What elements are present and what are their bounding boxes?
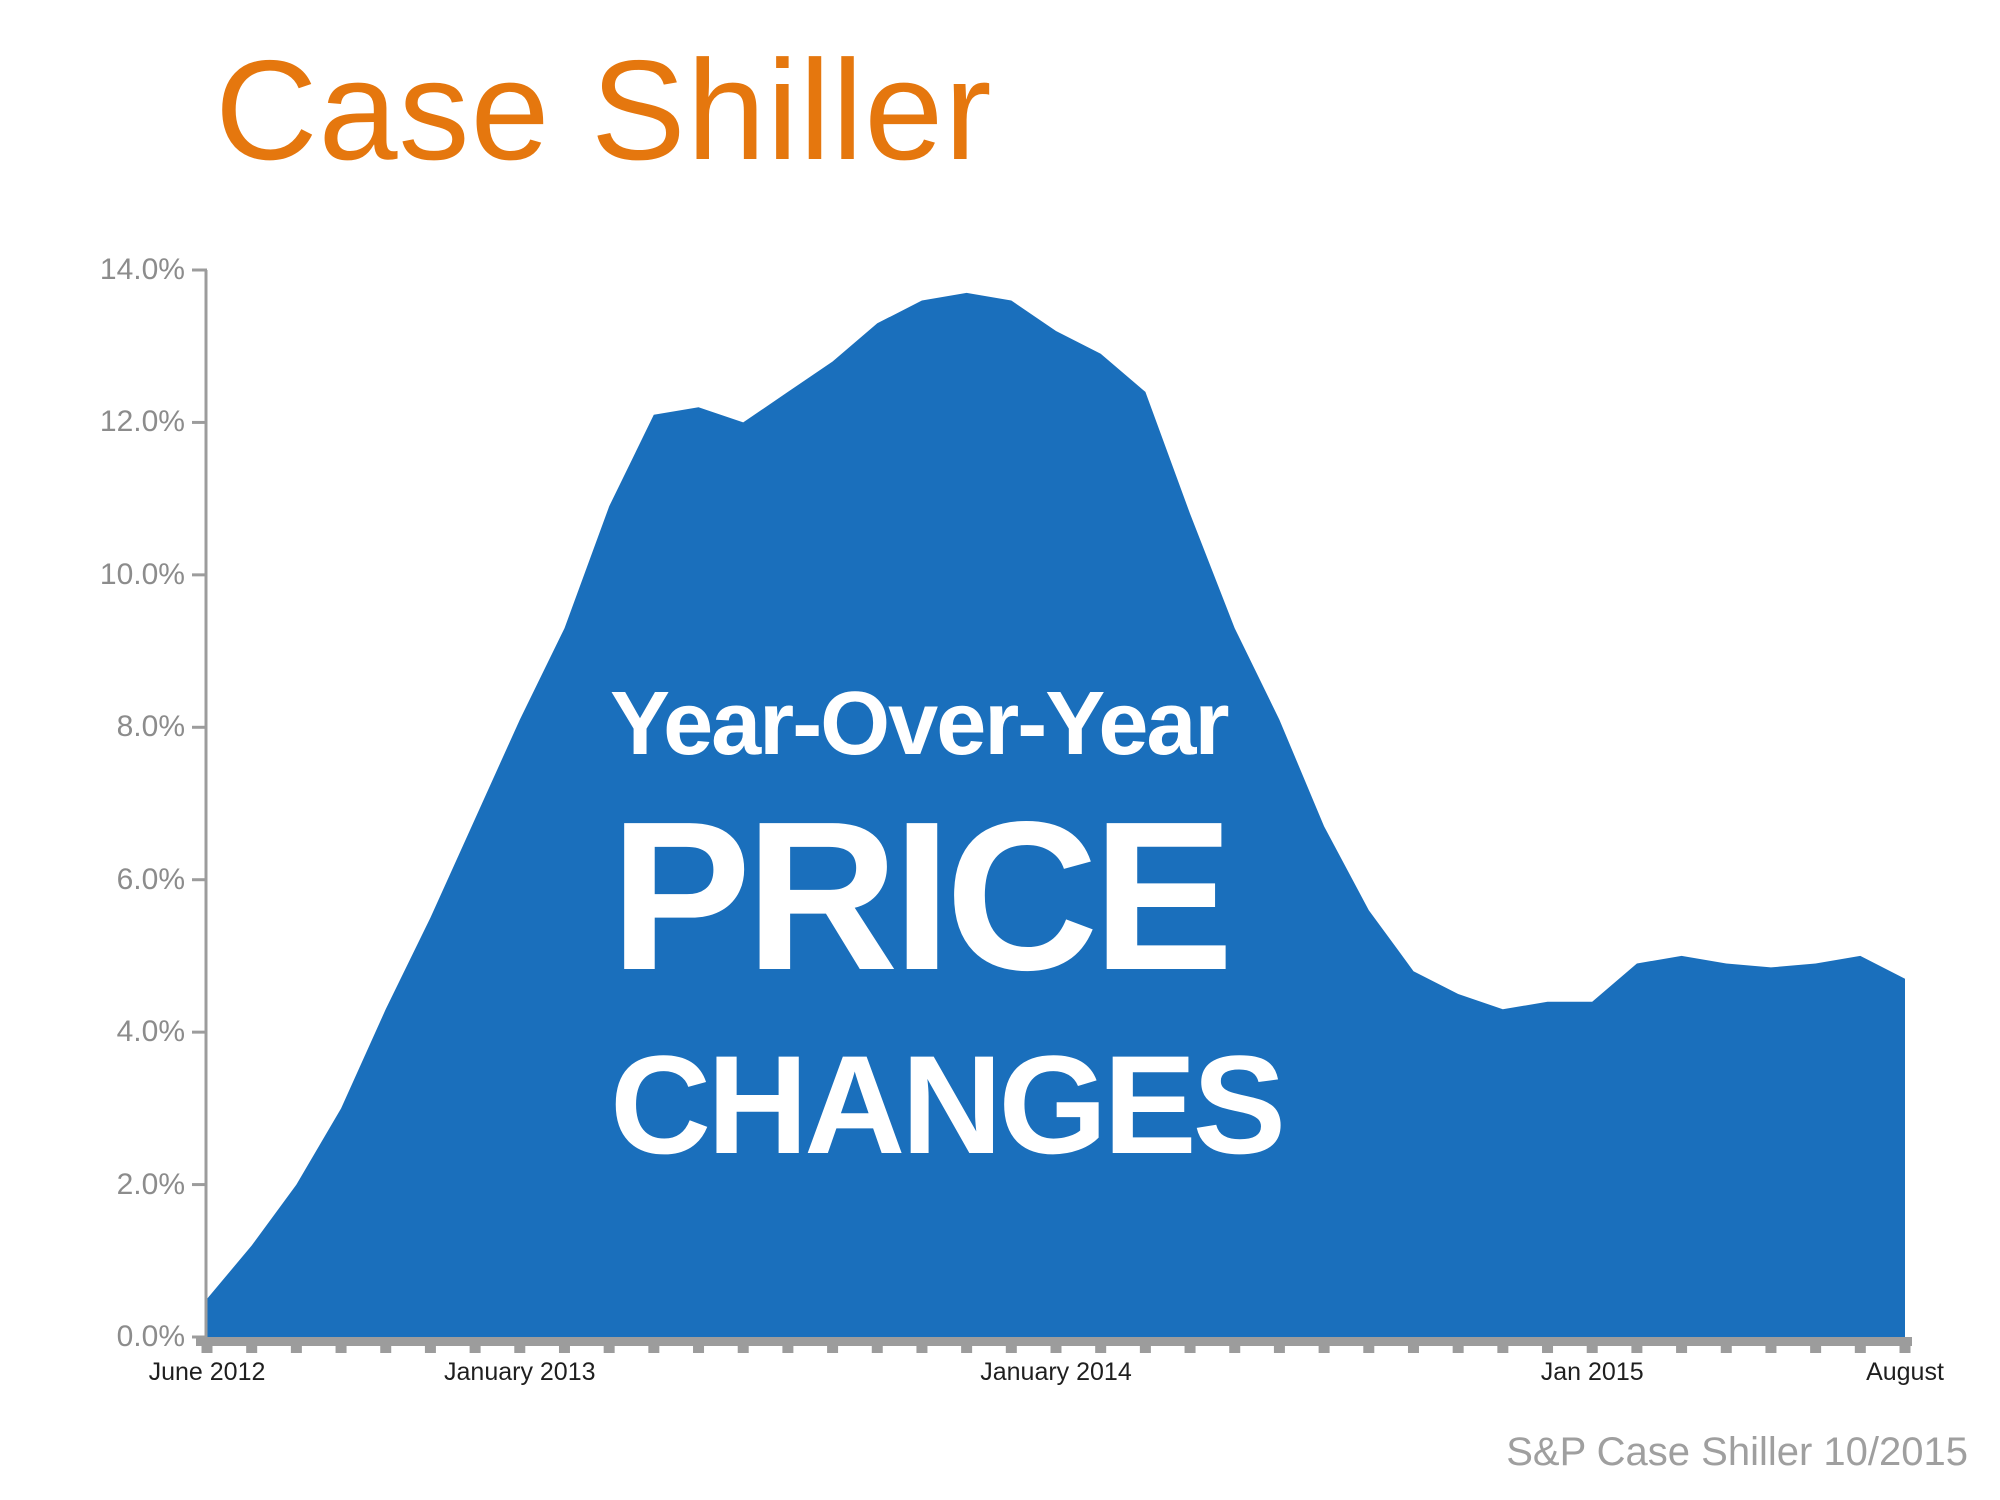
x-tick-mark <box>335 1346 347 1353</box>
y-tick-mark <box>192 420 207 424</box>
y-tick-mark <box>192 878 207 882</box>
x-tick-mark <box>424 1346 436 1353</box>
overlay-caption-line2: PRICE <box>610 777 1234 1014</box>
x-tick-mark <box>1363 1346 1375 1353</box>
x-tick-mark <box>1720 1346 1732 1353</box>
y-tick-mark <box>192 1030 207 1034</box>
x-tick-mark <box>380 1346 392 1353</box>
x-tick-mark <box>1586 1346 1598 1353</box>
x-tick-mark <box>1095 1346 1107 1353</box>
y-tick-mark <box>192 1183 207 1187</box>
x-tick-mark <box>1229 1346 1241 1353</box>
y-tick-mark <box>192 268 207 272</box>
x-tick-mark <box>1854 1346 1866 1353</box>
x-tick-mark <box>916 1346 928 1353</box>
x-tick-label: January 2013 <box>444 1358 596 1386</box>
x-tick-mark <box>246 1346 258 1353</box>
x-tick-mark <box>603 1346 615 1353</box>
x-tick-label: Jan 2015 <box>1540 1358 1644 1386</box>
x-axis-line <box>196 1337 1912 1346</box>
x-tick-mark <box>871 1346 883 1353</box>
y-tick-label: 6.0% <box>116 862 185 896</box>
x-tick-mark <box>1318 1346 1330 1353</box>
x-tick-mark <box>1050 1346 1062 1353</box>
x-tick-mark <box>514 1346 526 1353</box>
x-tick-mark <box>1765 1346 1777 1353</box>
overlay-caption-line1: Year-Over-Year <box>610 674 1229 774</box>
y-tick-label: 14.0% <box>99 253 185 286</box>
y-tick-label: 8.0% <box>116 710 185 744</box>
x-tick-mark <box>469 1346 481 1353</box>
x-tick-label: June 2012 <box>148 1358 266 1386</box>
x-tick-mark <box>782 1346 794 1353</box>
y-tick-label: 12.0% <box>99 405 185 439</box>
x-tick-label: August <box>1866 1358 1944 1386</box>
x-tick-mark <box>1676 1346 1688 1353</box>
x-tick-mark <box>1810 1346 1822 1353</box>
y-tick-label: 2.0% <box>116 1167 185 1201</box>
x-tick-mark <box>290 1346 302 1353</box>
overlay-caption-line3: CHANGES <box>610 1026 1286 1183</box>
x-tick-mark <box>1452 1346 1464 1353</box>
x-tick-mark <box>1631 1346 1643 1353</box>
x-tick-mark <box>648 1346 660 1353</box>
x-tick-mark <box>201 1346 213 1353</box>
x-tick-mark <box>693 1346 705 1353</box>
x-tick-mark <box>1407 1346 1419 1353</box>
x-tick-label: January 2014 <box>980 1358 1132 1386</box>
x-tick-mark <box>1005 1346 1017 1353</box>
x-tick-mark <box>558 1346 570 1353</box>
y-axis-line <box>204 270 208 1345</box>
y-tick-label: 4.0% <box>116 1015 185 1049</box>
y-tick-label: 0.0% <box>116 1320 185 1353</box>
x-tick-mark <box>737 1346 749 1353</box>
area-series <box>207 292 1905 1341</box>
y-tick-mark <box>192 725 207 729</box>
x-tick-mark <box>1139 1346 1151 1353</box>
x-tick-mark <box>961 1346 973 1353</box>
x-tick-mark <box>827 1346 839 1353</box>
x-tick-mark <box>1542 1346 1554 1353</box>
y-tick-label: 10.0% <box>99 557 185 591</box>
page-title: Case Shiller <box>215 31 993 190</box>
x-tick-mark <box>1273 1346 1285 1353</box>
source-note: S&P Case Shiller 10/2015 <box>1506 1430 1968 1474</box>
x-tick-mark <box>1497 1346 1509 1353</box>
y-tick-mark <box>192 573 207 577</box>
x-tick-mark <box>1899 1346 1911 1353</box>
x-tick-mark <box>1184 1346 1196 1353</box>
